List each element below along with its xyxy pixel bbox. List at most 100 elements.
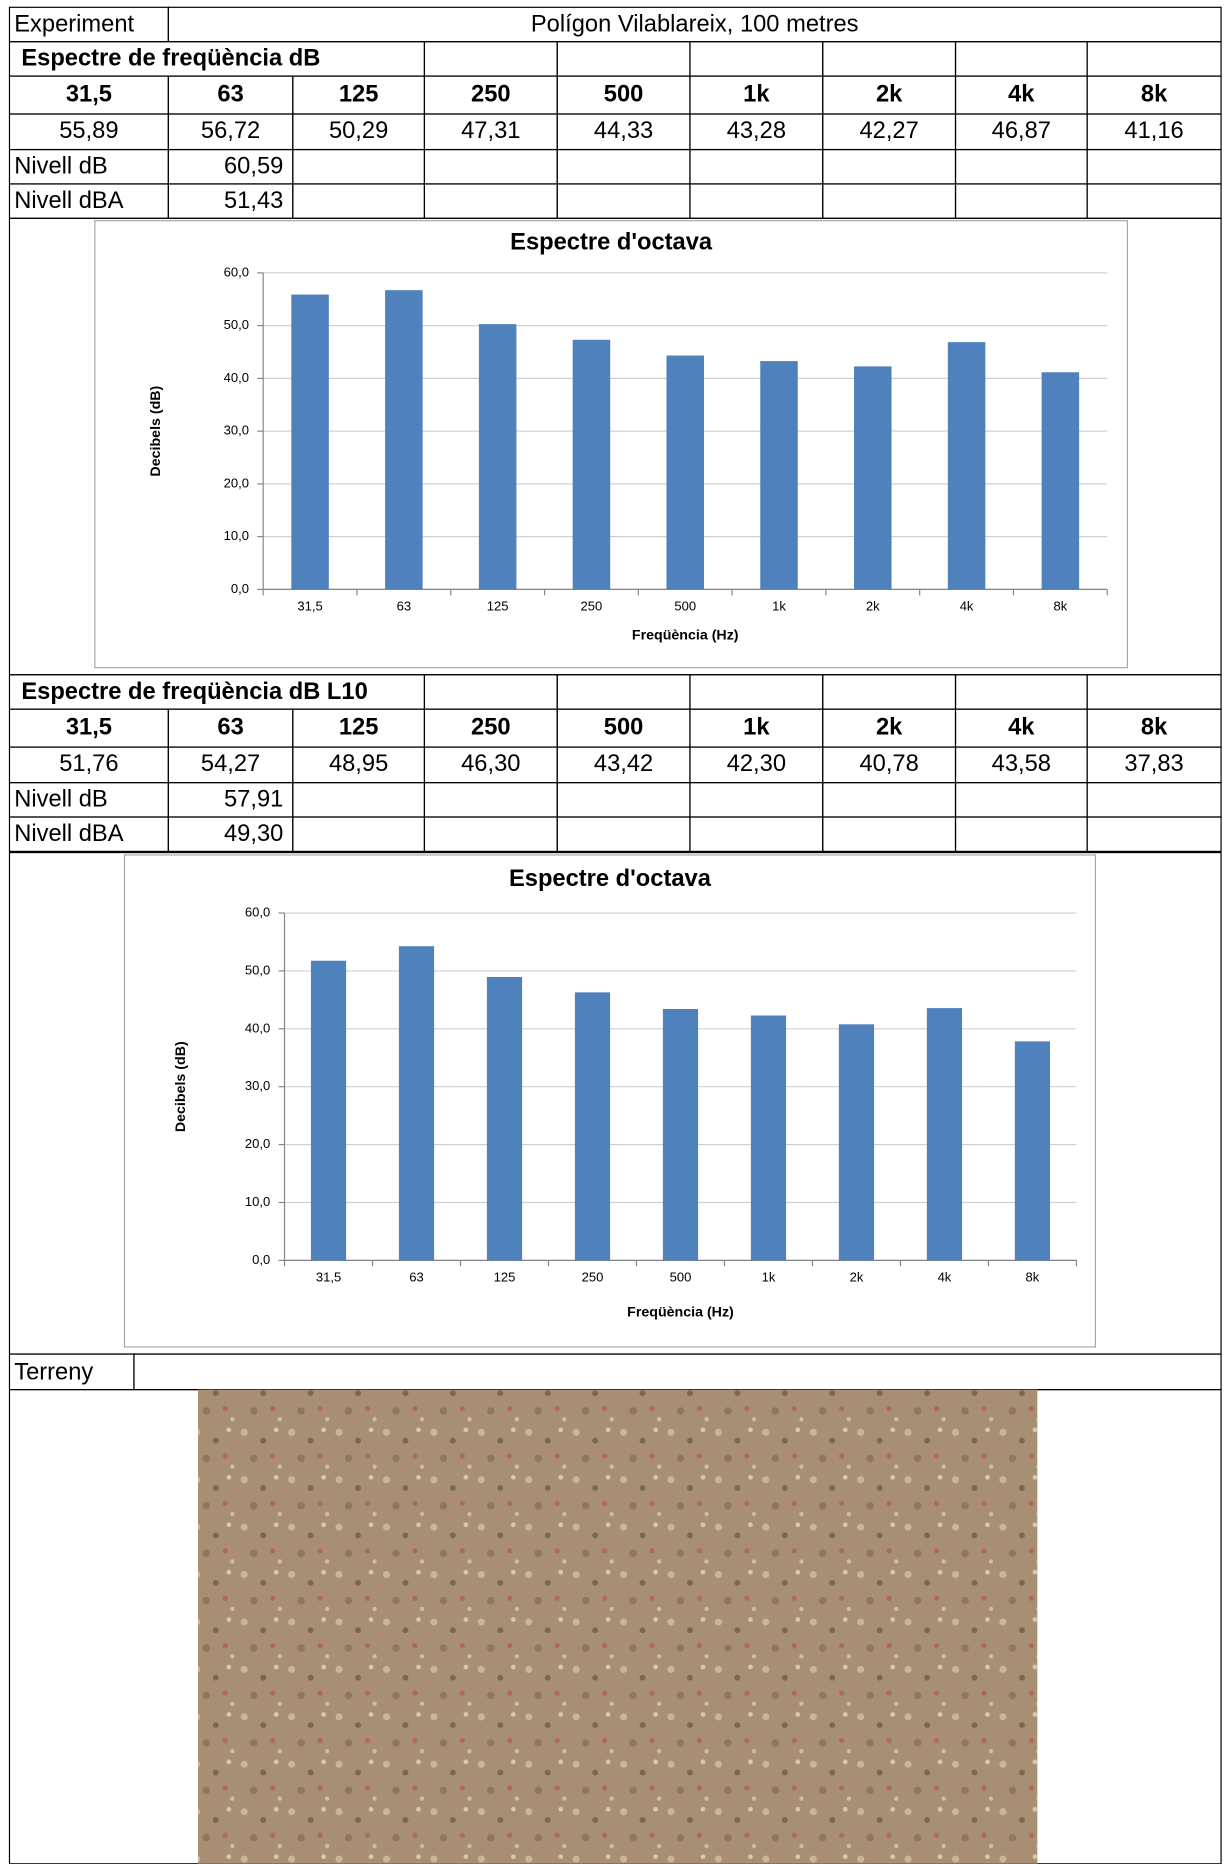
y-tick-label: 30,0 (245, 1078, 270, 1093)
band-header: 125 (339, 81, 379, 107)
experiment-label: Experiment (14, 11, 134, 37)
band-value: 47,31 (461, 118, 520, 144)
cell (823, 675, 956, 709)
bar (399, 946, 434, 1260)
cell (1087, 42, 1221, 76)
y-tick-label: 40,0 (245, 1020, 270, 1035)
bar (311, 961, 346, 1261)
band-header: 250 (471, 714, 511, 740)
bar (948, 342, 986, 589)
band-value: 37,83 (1124, 751, 1183, 777)
y-tick-label: 60,0 (245, 904, 270, 919)
band-header: 63 (217, 714, 243, 740)
x-tick-label: 125 (494, 1270, 516, 1285)
band-header: 8k (1141, 81, 1168, 107)
band-value: 46,87 (992, 118, 1051, 144)
bar (666, 356, 704, 590)
x-tick-label: 1k (772, 599, 786, 614)
cell (690, 42, 823, 76)
cell (557, 184, 690, 218)
band-value: 50,29 (329, 118, 388, 144)
y-tick-label: 10,0 (224, 528, 249, 543)
band-header: 250 (471, 81, 511, 107)
x-tick-label: 4k (960, 599, 974, 614)
band-value: 46,30 (461, 751, 520, 777)
bar (291, 295, 329, 590)
bar (927, 1008, 962, 1260)
chart-title: Espectre d'octava (509, 866, 712, 892)
x-axis-label: Freqüència (Hz) (627, 1304, 734, 1320)
band-value: 55,89 (59, 118, 118, 144)
band-value: 43,58 (992, 751, 1051, 777)
x-tick-label: 500 (670, 1270, 692, 1285)
cell (690, 783, 823, 817)
cell (956, 675, 1088, 709)
cell (557, 675, 690, 709)
bar (854, 366, 892, 589)
cell (424, 184, 557, 218)
section-title: Espectre de freqüència dB L10 (21, 679, 367, 705)
page: Experiment Polígon Vilablareix, 100 metr… (0, 0, 1227, 1864)
level-value: 49,30 (224, 821, 283, 847)
x-tick-label: 250 (582, 1270, 604, 1285)
cell (424, 783, 557, 817)
experiment-value: Polígon Vilablareix, 100 metres (531, 11, 859, 37)
cell (956, 184, 1088, 218)
band-value: 48,95 (329, 751, 388, 777)
terrain-label: Terreny (14, 1359, 93, 1385)
x-tick-label: 500 (674, 599, 696, 614)
bar (839, 1024, 874, 1260)
bar (479, 324, 517, 589)
band-value: 43,28 (727, 118, 786, 144)
cell (1087, 184, 1221, 218)
band-header: 4k (1008, 81, 1035, 107)
cell (956, 150, 1088, 184)
bar (1015, 1041, 1050, 1260)
document: Experiment Polígon Vilablareix, 100 metr… (0, 0, 1227, 1864)
y-tick-label: 20,0 (245, 1136, 270, 1151)
y-tick-label: 20,0 (224, 475, 249, 490)
x-tick-label: 8k (1053, 599, 1067, 614)
bar (385, 290, 423, 589)
cell (293, 817, 425, 851)
band-header: 1k (743, 714, 770, 740)
bar (487, 977, 522, 1260)
cell (823, 42, 956, 76)
x-tick-label: 8k (1026, 1270, 1040, 1285)
level-value: 57,91 (224, 787, 283, 813)
cell (1087, 817, 1221, 851)
level-label: Nivell dB (14, 787, 108, 813)
chart-title: Espectre d'octava (510, 229, 713, 255)
cell (293, 783, 425, 817)
section-title: Espectre de freqüència dB (21, 46, 320, 72)
cell (1087, 675, 1221, 709)
cell (956, 783, 1088, 817)
level-value: 60,59 (224, 154, 283, 180)
cell (293, 184, 425, 218)
x-tick-label: 31,5 (316, 1270, 341, 1285)
bar (575, 992, 610, 1260)
cell (690, 184, 823, 218)
cell (424, 42, 557, 76)
band-header: 125 (339, 714, 379, 740)
y-tick-label: 0,0 (231, 581, 249, 596)
bar (573, 340, 611, 590)
band-header: 500 (604, 81, 644, 107)
band-value: 40,78 (859, 751, 918, 777)
cell (1087, 150, 1221, 184)
cell (557, 783, 690, 817)
y-tick-label: 30,0 (224, 423, 249, 438)
bar (760, 361, 798, 589)
band-header: 1k (743, 81, 770, 107)
band-header: 2k (876, 714, 903, 740)
cell (823, 150, 956, 184)
x-tick-label: 2k (866, 599, 880, 614)
level-label: Nivell dBA (14, 821, 124, 847)
y-tick-label: 50,0 (245, 962, 270, 977)
cell (823, 184, 956, 218)
level-value: 51,43 (224, 188, 283, 214)
cell (823, 783, 956, 817)
x-axis-label: Freqüència (Hz) (632, 627, 739, 643)
cell (557, 150, 690, 184)
y-axis-label: Decibels (dB) (148, 385, 164, 476)
